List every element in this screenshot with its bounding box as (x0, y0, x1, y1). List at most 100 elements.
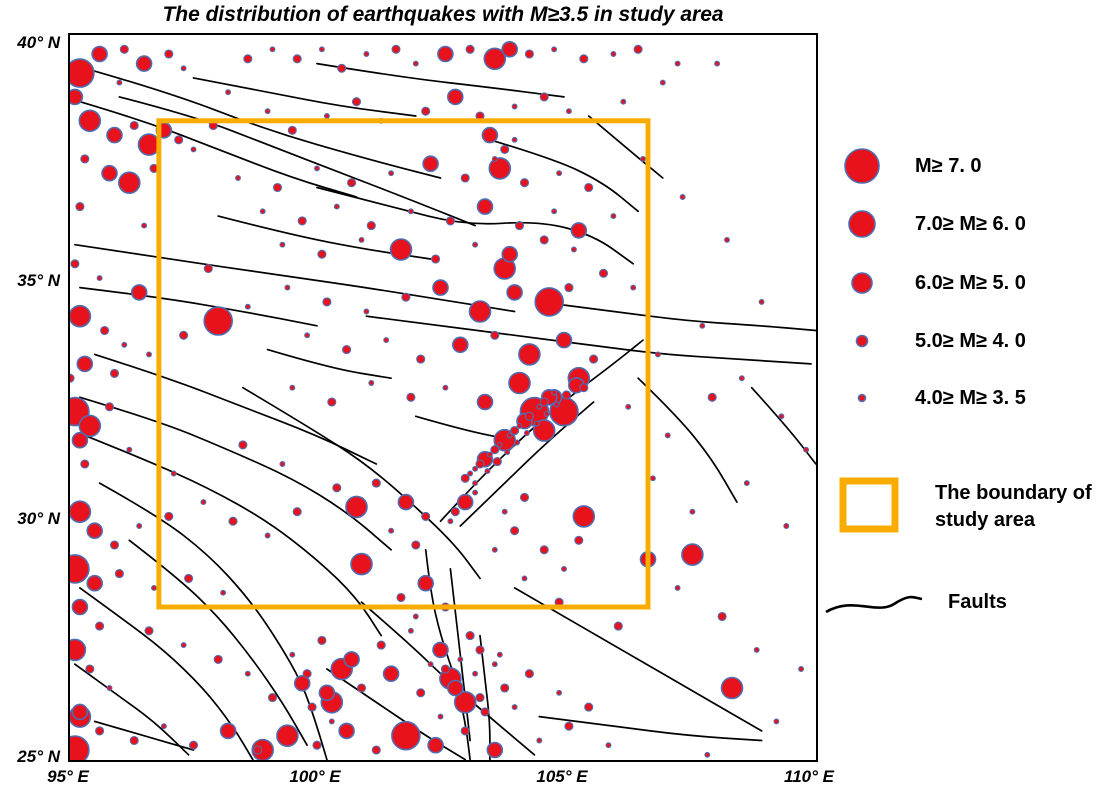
earthquake-point (376, 640, 386, 650)
earthquake-point (368, 380, 375, 386)
earthquake-point (371, 478, 381, 488)
earthquake-point (447, 518, 454, 525)
earthquake-point (251, 738, 274, 760)
earthquake-point (146, 351, 152, 358)
earthquake-point (76, 355, 94, 373)
fault-line (414, 415, 516, 442)
earthquake-point (501, 41, 519, 58)
earthquake-point (225, 89, 232, 96)
fault-line (316, 62, 565, 98)
earthquake-point (421, 106, 431, 116)
y-tick-30n: 30° N (17, 509, 60, 528)
earthquake-point (356, 683, 367, 693)
earthquake-point (492, 457, 502, 467)
earthquake-point (519, 178, 530, 188)
earthquake-point (553, 401, 560, 408)
earthquake-point (570, 246, 577, 253)
earthquake-point (416, 688, 426, 698)
earthquake-point (292, 54, 302, 64)
earthquake-point (674, 584, 681, 591)
earthquake-point (114, 569, 124, 579)
earthquake-point (431, 254, 441, 264)
study-area-legend-label: The boundary of study area (935, 482, 1092, 531)
earthquake-point (406, 392, 416, 402)
earthquake-point (511, 103, 518, 110)
earthquake-point (496, 651, 503, 658)
earthquake-point (555, 331, 573, 349)
earthquake-point (427, 736, 444, 754)
x-tick-110e: 110° E (784, 767, 834, 786)
earthquake-point (106, 126, 123, 144)
fault-line (242, 386, 481, 580)
earthquake-point (350, 552, 373, 576)
earthquake-point (412, 613, 419, 620)
earthquake-point (338, 722, 355, 740)
earthquake-point (160, 723, 167, 730)
earthquake-point (514, 221, 525, 231)
earthquake-point (86, 522, 104, 540)
earthquake-point (106, 685, 113, 691)
earthquake-point (605, 742, 612, 749)
earthquake-point (337, 63, 347, 73)
fault-line (93, 720, 195, 751)
earthquake-point (572, 505, 596, 528)
earthquake-point (327, 397, 337, 407)
earthquake-point (116, 79, 123, 86)
earthquake-point (500, 683, 510, 693)
earthquake-point (450, 507, 460, 517)
earthquake-point (539, 545, 549, 555)
earthquake-point (136, 523, 143, 529)
earthquake-point (456, 493, 474, 511)
earthquake-point (511, 136, 518, 143)
earthquake-point (333, 203, 340, 210)
earthquake-point (276, 724, 299, 748)
earthquake-point (500, 144, 510, 154)
fault-line (424, 548, 471, 760)
earthquake-point (551, 389, 558, 396)
fault-line (98, 482, 328, 760)
earthquake-point (738, 375, 745, 382)
earthquake-point (95, 621, 105, 631)
earthquake-point (440, 664, 450, 674)
earthquake-point (244, 670, 251, 677)
earthquake-point (481, 126, 499, 144)
earthquake-point (468, 300, 492, 323)
earthquake-point (508, 371, 531, 395)
earthquake-point (465, 44, 475, 54)
earthquake-point (518, 343, 541, 366)
earthquake-point (491, 546, 498, 553)
earthquake-point (371, 745, 381, 755)
earthquake-point (524, 669, 534, 679)
faults-legend-label: Faults (948, 591, 1007, 613)
earthquake-point (314, 165, 320, 172)
earthquake-point (521, 575, 528, 582)
study-area-boundary-rect (156, 118, 651, 610)
earthquake-point (101, 164, 118, 182)
earthquake-point (543, 410, 550, 417)
earthquake-point (773, 718, 780, 725)
fault-line (83, 67, 442, 179)
earthquake-point (397, 493, 415, 511)
earthquake-point (235, 175, 241, 181)
earthquake-point (437, 713, 444, 720)
fault-line (365, 315, 812, 365)
earthquake-point (484, 468, 491, 475)
earthquake-point (422, 155, 439, 172)
earthquake-point (71, 598, 89, 616)
magnitude-m7-circle-icon (844, 148, 880, 184)
earthquake-point (523, 430, 530, 436)
earthquake-point (70, 58, 95, 88)
legend-m3-label: 4.0≥ M≥ 3. 5 (915, 386, 1026, 409)
earthquake-point (244, 303, 251, 310)
earthquake-point (475, 459, 485, 469)
y-tick-35n: 35° N (17, 271, 60, 290)
earthquake-point (391, 720, 421, 751)
earthquake-point (200, 499, 207, 506)
earthquake-point (391, 44, 401, 54)
earthquake-point (351, 97, 362, 107)
earthquake-point (317, 249, 327, 259)
magnitude-m4-circle-icon (855, 334, 869, 348)
legend-row-m5: 6.0≥ M≥ 5. 0 (842, 263, 1026, 303)
earthquake-point (561, 565, 567, 572)
earthquake-point (539, 92, 549, 102)
